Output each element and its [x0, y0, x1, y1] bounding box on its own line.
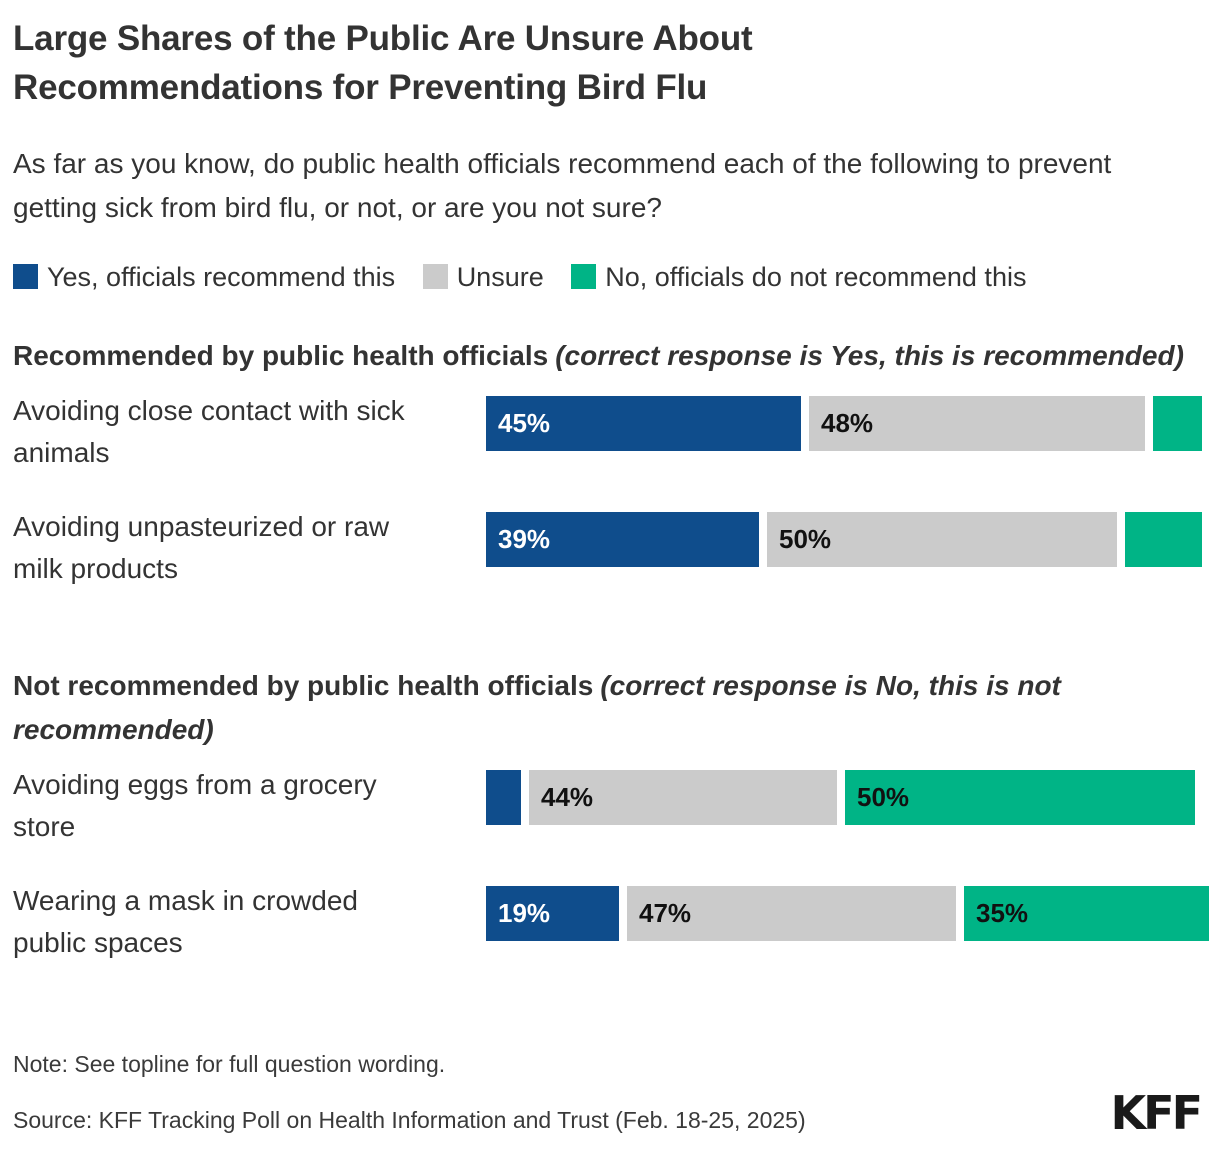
bar-segment-no: [1125, 511, 1202, 567]
stacked-bar-chart: Recommended by public health officials (c…: [13, 334, 1209, 964]
bar-value-label: 19%: [498, 897, 551, 928]
bar-segment-yes: 39%: [486, 511, 759, 567]
stacked-bar: 45% 48%: [486, 395, 1202, 451]
bar-value-label: 50%: [779, 523, 832, 554]
bar-segment-yes: 19%: [486, 885, 619, 941]
legend-item-unsure: Unsure: [422, 262, 544, 293]
section-heading-text: Recommended by public health officials: [13, 339, 549, 371]
bar-segment-unsure: 47%: [627, 885, 956, 941]
row-category-label: Wearing a mask in crowded public spaces: [13, 884, 358, 958]
bar-segment-unsure: 50%: [767, 511, 1117, 567]
stacked-bar: 39% 50%: [486, 511, 1202, 567]
bar-value-label: 39%: [498, 523, 551, 554]
bar-value-label: 45%: [498, 407, 551, 438]
legend-label-no: No, officials do not recommend this: [605, 262, 1027, 293]
stacked-bar: 19% 47% 35%: [486, 885, 1209, 941]
bar-segment-yes: [486, 769, 521, 825]
section-heading-note: (correct response is Yes, this is recomm…: [555, 339, 1184, 371]
legend-swatch-yes-icon: [13, 264, 38, 290]
legend-swatch-no-icon: [571, 264, 597, 290]
kff-logo: KFF: [1110, 1085, 1203, 1140]
chart-note: Note: See topline for full question word…: [13, 1050, 446, 1077]
legend-item-yes: Yes, officials recommend this: [13, 262, 395, 292]
legend-swatch-unsure-icon: [422, 264, 448, 290]
bar-segment-no: [1153, 395, 1202, 451]
row-category-label: Avoiding close contact with sick animals: [13, 394, 405, 468]
legend-label-unsure: Unsure: [456, 262, 544, 293]
chart-source: Source: KFF Tracking Poll on Health Info…: [13, 1106, 806, 1133]
bar-row: Avoiding unpasteurized or raw milk produ…: [13, 511, 1208, 590]
row-category-label: Avoiding eggs from a grocery store: [13, 768, 377, 842]
bar-row: Avoiding close contact with sick animals…: [13, 395, 1208, 474]
stacked-bar: 44% 50%: [486, 769, 1195, 825]
bar-value-label: 50%: [857, 781, 910, 812]
bar-segment-unsure: 44%: [529, 769, 837, 825]
section-heading-note: (correct response is No, this is not rec…: [13, 669, 1061, 745]
section-heading-text: Not recommended by public health officia…: [13, 669, 594, 701]
section-rows: Avoiding eggs from a grocery store 44% 50%…: [13, 769, 1209, 964]
bar-row: Wearing a mask in crowded public spaces 1…: [13, 885, 1209, 964]
footer: Source: KFF Tracking Poll on Health Info…: [13, 1090, 1208, 1136]
bar-row: Avoiding eggs from a grocery store 44% 50%: [13, 769, 1208, 848]
legend-label-yes: Yes, officials recommend this: [47, 262, 396, 293]
chart-subtitle: As far as you know, do public health off…: [13, 148, 1112, 224]
bar-segment-no: 50%: [845, 769, 1195, 825]
section-rows: Avoiding close contact with sick animals…: [13, 395, 1208, 590]
row-category-label: Avoiding unpasteurized or raw milk produ…: [13, 510, 390, 584]
bar-segment-unsure: 48%: [809, 395, 1145, 451]
bar-value-label: 47%: [639, 897, 692, 928]
chart-title: Large Shares of the Public Are Unsure Ab…: [13, 19, 753, 107]
section-heading: Recommended by public health officials (c…: [13, 334, 1208, 378]
legend: Yes, officials recommend this Unsure No,…: [13, 256, 1048, 299]
legend-item-no: No, officials do not recommend this: [571, 262, 1026, 292]
bar-segment-yes: 45%: [486, 395, 801, 451]
bar-segment-no: 35%: [964, 885, 1209, 941]
bar-value-label: 35%: [976, 897, 1029, 928]
section-heading: Not recommended by public health officia…: [13, 664, 1208, 752]
bar-value-label: 48%: [821, 407, 874, 438]
bar-value-label: 44%: [541, 781, 594, 812]
